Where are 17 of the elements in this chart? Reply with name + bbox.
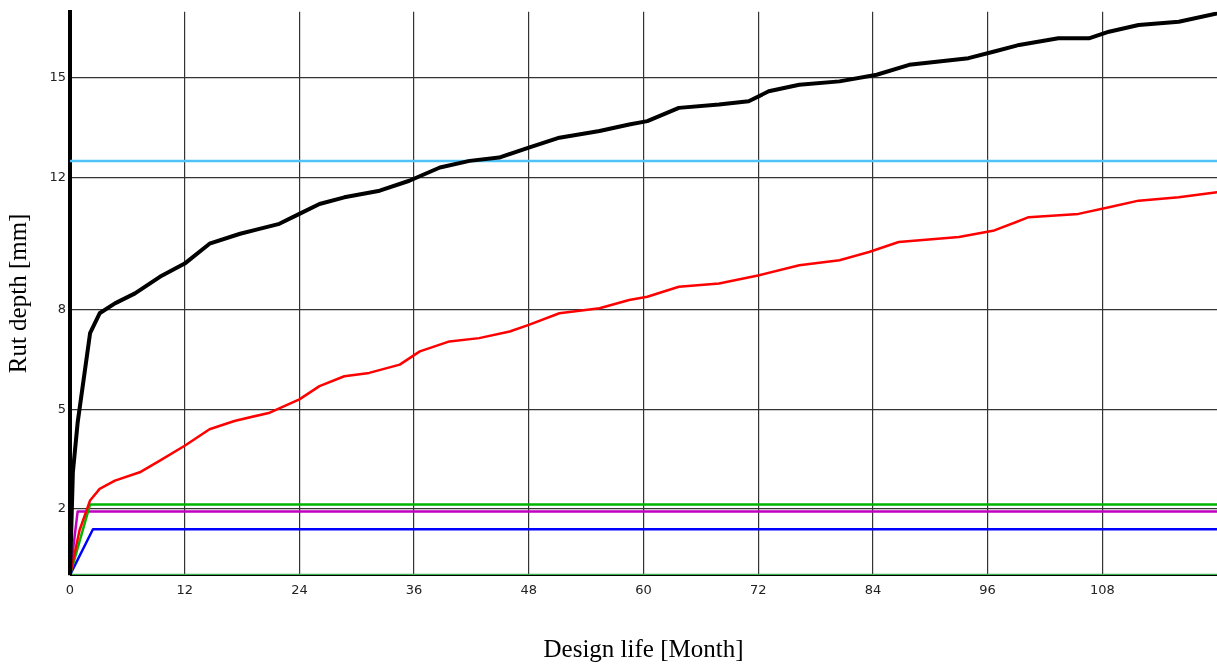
x-tick-label: 108 — [1089, 582, 1115, 598]
x-axis-title: Design life [Month] — [543, 634, 744, 662]
x-tick-label: 48 — [520, 582, 538, 598]
y-tick-label: 5 — [57, 400, 66, 416]
x-tick-label: 36 — [405, 582, 423, 598]
y-axis-title: Rut depth [mm] — [3, 213, 31, 374]
y-tick-label: 2 — [57, 500, 66, 516]
y-tick-label: 8 — [57, 301, 66, 317]
y-tick-label: 12 — [49, 168, 66, 184]
x-tick-label: 0 — [65, 582, 75, 598]
x-tick-label: 60 — [635, 582, 652, 598]
x-tick-label: 72 — [749, 582, 767, 598]
x-tick-label: 96 — [979, 582, 996, 598]
x-tick-label: 12 — [176, 582, 193, 598]
x-tick-label: 84 — [864, 582, 882, 598]
x-tick-label: 24 — [291, 582, 308, 598]
y-tick-label: 15 — [49, 69, 66, 85]
